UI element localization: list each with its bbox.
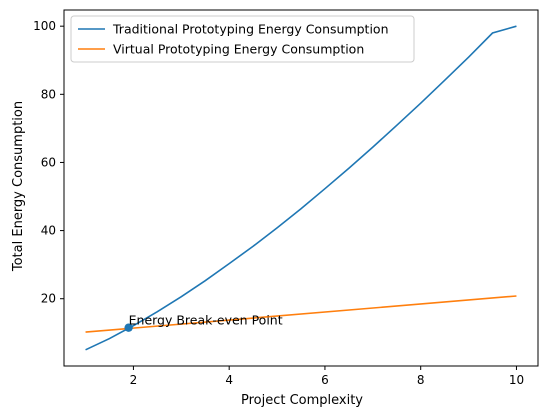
x-tick-label: 8 [417, 373, 425, 387]
legend: Traditional Prototyping Energy Consumpti… [70, 15, 415, 63]
legend-label-2: Virtual Prototyping Energy Consumption [113, 42, 364, 57]
x-tick-label: 10 [509, 373, 524, 387]
y-tick-label: 60 [41, 155, 56, 169]
axes: 2 4 6 8 10 20 40 60 80 100 [33, 9, 539, 387]
y-tick-label: 20 [41, 292, 56, 306]
legend-label-1: Traditional Prototyping Energy Consumpti… [112, 22, 389, 37]
break-even-marker [124, 323, 133, 332]
x-axis-label: Project Complexity [241, 393, 363, 408]
x-tick-label: 2 [130, 373, 138, 387]
break-even-annotation: Energy Break-even Point [129, 313, 283, 328]
series-line-2 [85, 295, 517, 333]
y-tick-label: 40 [41, 224, 56, 238]
y-tick-label: 80 [41, 87, 56, 101]
legend-box [70, 15, 415, 63]
x-tick-label: 4 [225, 373, 233, 387]
plot-frame [63, 9, 539, 367]
y-tick-label: 100 [33, 19, 56, 33]
series-line-1 [85, 25, 517, 351]
y-axis-label: Total Energy Consumption [11, 101, 26, 272]
x-tick-label: 6 [321, 373, 329, 387]
plot-area: Energy Break-even Point [85, 25, 517, 351]
